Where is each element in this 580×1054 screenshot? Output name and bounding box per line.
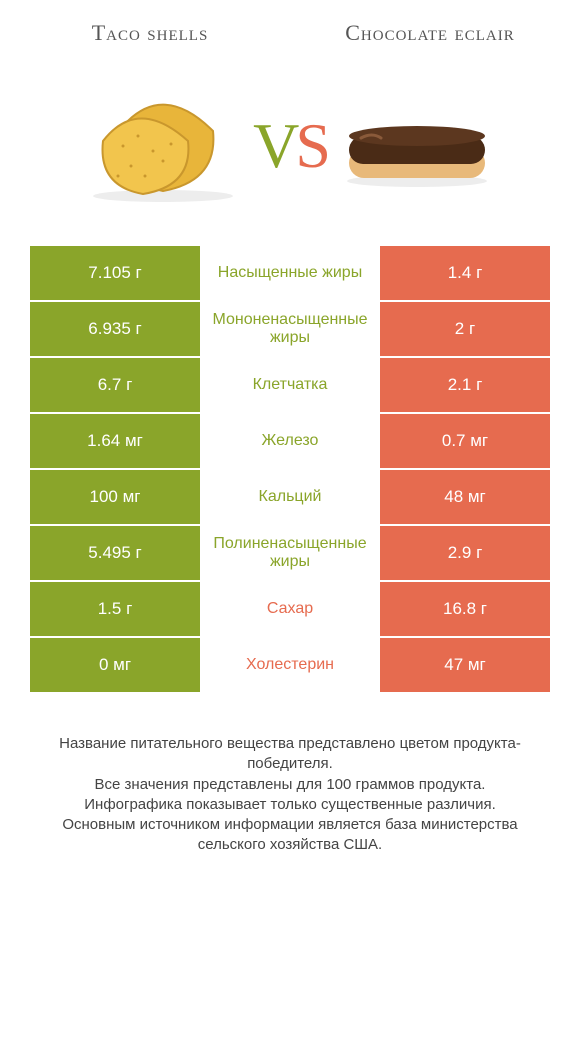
nutrient-label: Кальций bbox=[200, 470, 380, 524]
footer-line-3: Инфографика показывает только существенн… bbox=[30, 795, 550, 815]
vs-block: VS bbox=[0, 56, 580, 246]
table-row: 7.105 гНасыщенные жиры1.4 г bbox=[30, 246, 550, 302]
left-value: 6.7 г bbox=[30, 358, 200, 412]
left-value: 1.5 г bbox=[30, 582, 200, 636]
table-row: 6.7 гКлетчатка2.1 г bbox=[30, 358, 550, 414]
vs-label: VS bbox=[253, 109, 327, 183]
right-value: 0.7 мг bbox=[380, 414, 550, 468]
vs-v: V bbox=[253, 110, 295, 181]
footer-notes: Название питательного вещества представл… bbox=[0, 694, 580, 856]
nutrient-label: Полиненасыщенные жиры bbox=[200, 526, 380, 580]
nutrient-label: Клетчатка bbox=[200, 358, 380, 412]
right-value: 1.4 г bbox=[380, 246, 550, 300]
table-row: 6.935 гМононенасыщенные жиры2 г bbox=[30, 302, 550, 358]
nutrient-label: Железо bbox=[200, 414, 380, 468]
vs-s: S bbox=[295, 110, 327, 181]
left-value: 0 мг bbox=[30, 638, 200, 692]
table-row: 0 мгХолестерин47 мг bbox=[30, 638, 550, 694]
right-food-title: Chocolate eclair bbox=[320, 20, 540, 46]
table-row: 100 мгКальций48 мг bbox=[30, 470, 550, 526]
eclair-image bbox=[337, 86, 497, 206]
right-value: 2 г bbox=[380, 302, 550, 356]
table-row: 5.495 гПолиненасыщенные жиры2.9 г bbox=[30, 526, 550, 582]
left-value: 1.64 мг bbox=[30, 414, 200, 468]
right-value: 16.8 г bbox=[380, 582, 550, 636]
left-value: 5.495 г bbox=[30, 526, 200, 580]
right-value: 2.1 г bbox=[380, 358, 550, 412]
taco-shells-image bbox=[83, 86, 243, 206]
nutrient-label: Мононенасыщенные жиры bbox=[200, 302, 380, 356]
left-value: 7.105 г bbox=[30, 246, 200, 300]
nutrient-label: Насыщенные жиры bbox=[200, 246, 380, 300]
footer-line-2: Все значения представлены для 100 граммо… bbox=[30, 775, 550, 795]
header: Taco shells Chocolate eclair bbox=[0, 0, 580, 56]
nutrient-label: Холестерин bbox=[200, 638, 380, 692]
nutrition-table: 7.105 гНасыщенные жиры1.4 г6.935 гМононе… bbox=[30, 246, 550, 694]
right-value: 2.9 г bbox=[380, 526, 550, 580]
left-value: 100 мг bbox=[30, 470, 200, 524]
nutrient-label: Сахар bbox=[200, 582, 380, 636]
left-value: 6.935 г bbox=[30, 302, 200, 356]
footer-line-1: Название питательного вещества представл… bbox=[30, 734, 550, 775]
left-food-title: Taco shells bbox=[40, 20, 260, 46]
right-value: 47 мг bbox=[380, 638, 550, 692]
footer-line-4: Основным источником информации является … bbox=[30, 815, 550, 856]
table-row: 1.64 мгЖелезо0.7 мг bbox=[30, 414, 550, 470]
right-value: 48 мг bbox=[380, 470, 550, 524]
table-row: 1.5 гСахар16.8 г bbox=[30, 582, 550, 638]
